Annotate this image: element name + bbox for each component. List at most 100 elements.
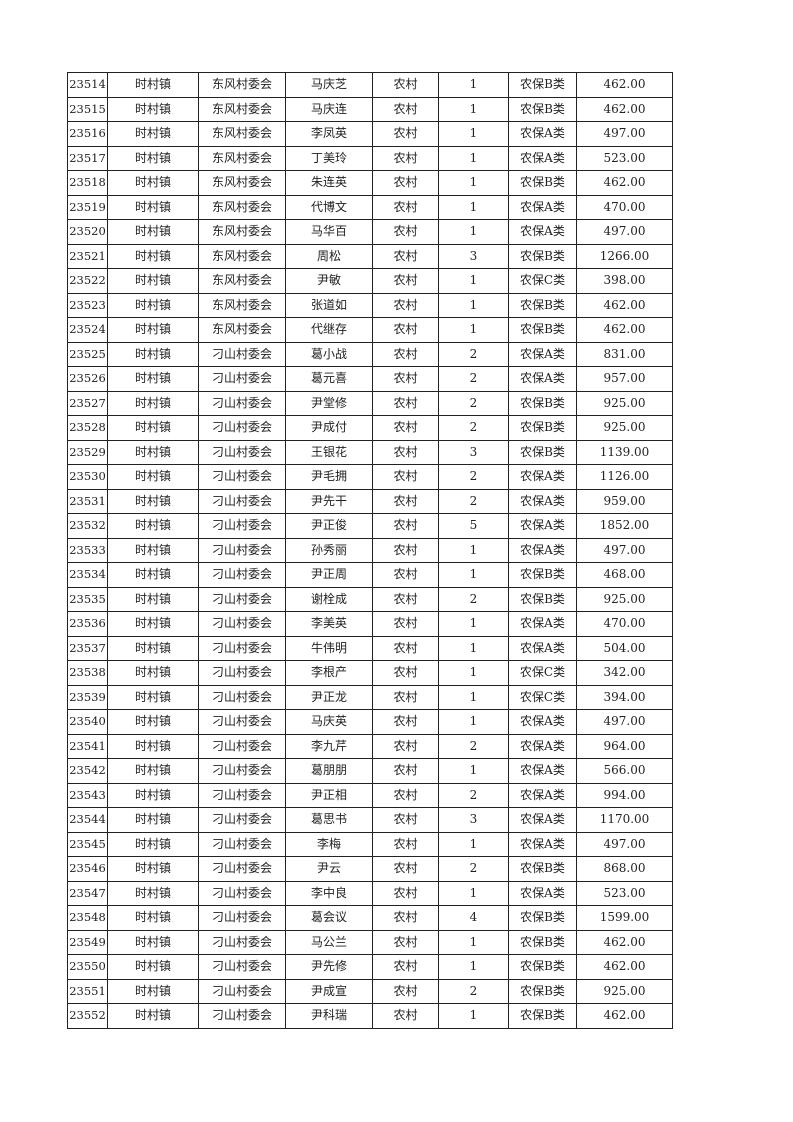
cell-row-id: 23517 <box>67 145 108 171</box>
cell-village-committee: 刁山村委会 <box>198 488 286 514</box>
table-row: 23537 时村镇 刁山村委会 牛伟明 农村 1 农保A类 504.00 <box>67 635 673 661</box>
cell-household-size: 1 <box>438 635 509 661</box>
cell-row-id: 23536 <box>67 611 108 637</box>
cell-amount: 964.00 <box>576 733 673 759</box>
cell-name: 尹堂修 <box>285 390 373 416</box>
table-row: 23524 时村镇 东风村委会 代继存 农村 1 农保B类 462.00 <box>67 317 673 343</box>
cell-village-committee: 刁山村委会 <box>198 341 286 367</box>
cell-amount: 523.00 <box>576 145 673 171</box>
cell-amount: 1126.00 <box>576 464 673 490</box>
cell-row-id: 23535 <box>67 586 108 612</box>
cell-name: 尹先修 <box>285 954 373 980</box>
cell-name: 尹正俊 <box>285 513 373 539</box>
cell-row-id: 23546 <box>67 856 108 882</box>
cell-amount: 497.00 <box>576 121 673 147</box>
cell-insurance-category: 农保A类 <box>508 635 577 661</box>
cell-name: 李中良 <box>285 880 373 906</box>
cell-household-type: 农村 <box>372 782 439 808</box>
cell-insurance-category: 农保A类 <box>508 758 577 784</box>
cell-household-size: 1 <box>438 317 509 343</box>
cell-town: 时村镇 <box>107 488 199 514</box>
cell-village-committee: 刁山村委会 <box>198 954 286 980</box>
cell-amount: 831.00 <box>576 341 673 367</box>
cell-household-type: 农村 <box>372 978 439 1004</box>
cell-insurance-category: 农保B类 <box>508 72 577 98</box>
cell-insurance-category: 农保A类 <box>508 513 577 539</box>
cell-name: 葛会议 <box>285 905 373 931</box>
cell-household-type: 农村 <box>372 268 439 294</box>
cell-town: 时村镇 <box>107 170 199 196</box>
table-row: 23522 时村镇 东风村委会 尹敏 农村 1 农保C类 398.00 <box>67 268 673 294</box>
table-row: 23545 时村镇 刁山村委会 李梅 农村 1 农保A类 497.00 <box>67 831 673 857</box>
table-row: 23549 时村镇 刁山村委会 马公兰 农村 1 农保B类 462.00 <box>67 929 673 955</box>
cell-row-id: 23550 <box>67 954 108 980</box>
cell-row-id: 23534 <box>67 562 108 588</box>
cell-amount: 462.00 <box>576 1003 673 1029</box>
cell-row-id: 23551 <box>67 978 108 1004</box>
cell-amount: 462.00 <box>576 954 673 980</box>
cell-town: 时村镇 <box>107 660 199 686</box>
cell-household-type: 农村 <box>372 586 439 612</box>
cell-village-committee: 刁山村委会 <box>198 513 286 539</box>
cell-village-committee: 东风村委会 <box>198 292 286 318</box>
cell-town: 时村镇 <box>107 194 199 220</box>
cell-row-id: 23538 <box>67 660 108 686</box>
cell-household-size: 1 <box>438 96 509 122</box>
cell-name: 代博文 <box>285 194 373 220</box>
cell-insurance-category: 农保A类 <box>508 807 577 833</box>
cell-row-id: 23533 <box>67 537 108 563</box>
cell-name: 马庆芝 <box>285 72 373 98</box>
cell-amount: 957.00 <box>576 366 673 392</box>
cell-household-type: 农村 <box>372 562 439 588</box>
cell-town: 时村镇 <box>107 807 199 833</box>
cell-name: 葛小战 <box>285 341 373 367</box>
cell-row-id: 23537 <box>67 635 108 661</box>
table-row: 23535 时村镇 刁山村委会 谢栓成 农村 2 农保B类 925.00 <box>67 586 673 612</box>
cell-row-id: 23528 <box>67 415 108 441</box>
cell-town: 时村镇 <box>107 978 199 1004</box>
cell-name: 尹科瑞 <box>285 1003 373 1029</box>
cell-town: 时村镇 <box>107 464 199 490</box>
cell-row-id: 23547 <box>67 880 108 906</box>
cell-household-type: 农村 <box>372 292 439 318</box>
cell-row-id: 23542 <box>67 758 108 784</box>
cell-village-committee: 刁山村委会 <box>198 366 286 392</box>
cell-amount: 462.00 <box>576 292 673 318</box>
cell-household-size: 1 <box>438 1003 509 1029</box>
cell-household-size: 4 <box>438 905 509 931</box>
cell-town: 时村镇 <box>107 317 199 343</box>
table-row: 23521 时村镇 东风村委会 周松 农村 3 农保B类 1266.00 <box>67 243 673 269</box>
table-row: 23540 时村镇 刁山村委会 马庆英 农村 1 农保A类 497.00 <box>67 709 673 735</box>
cell-insurance-category: 农保B类 <box>508 905 577 931</box>
cell-row-id: 23514 <box>67 72 108 98</box>
cell-household-type: 农村 <box>372 317 439 343</box>
cell-village-committee: 东风村委会 <box>198 96 286 122</box>
cell-amount: 566.00 <box>576 758 673 784</box>
cell-village-committee: 刁山村委会 <box>198 611 286 637</box>
cell-row-id: 23544 <box>67 807 108 833</box>
cell-row-id: 23521 <box>67 243 108 269</box>
cell-amount: 394.00 <box>576 684 673 710</box>
cell-row-id: 23548 <box>67 905 108 931</box>
table-row: 23519 时村镇 东风村委会 代博文 农村 1 农保A类 470.00 <box>67 194 673 220</box>
cell-village-committee: 刁山村委会 <box>198 929 286 955</box>
cell-household-size: 1 <box>438 709 509 735</box>
cell-row-id: 23515 <box>67 96 108 122</box>
cell-household-size: 1 <box>438 292 509 318</box>
cell-row-id: 23519 <box>67 194 108 220</box>
cell-insurance-category: 农保B类 <box>508 439 577 465</box>
cell-amount: 462.00 <box>576 170 673 196</box>
cell-village-committee: 刁山村委会 <box>198 709 286 735</box>
cell-town: 时村镇 <box>107 1003 199 1029</box>
cell-household-type: 农村 <box>372 439 439 465</box>
cell-household-size: 1 <box>438 537 509 563</box>
table-row: 23543 时村镇 刁山村委会 尹正相 农村 2 农保A类 994.00 <box>67 782 673 808</box>
cell-insurance-category: 农保B类 <box>508 390 577 416</box>
cell-village-committee: 东风村委会 <box>198 145 286 171</box>
cell-village-committee: 刁山村委会 <box>198 684 286 710</box>
cell-name: 丁美玲 <box>285 145 373 171</box>
cell-village-committee: 刁山村委会 <box>198 660 286 686</box>
cell-household-size: 1 <box>438 219 509 245</box>
cell-name: 代继存 <box>285 317 373 343</box>
cell-household-type: 农村 <box>372 660 439 686</box>
